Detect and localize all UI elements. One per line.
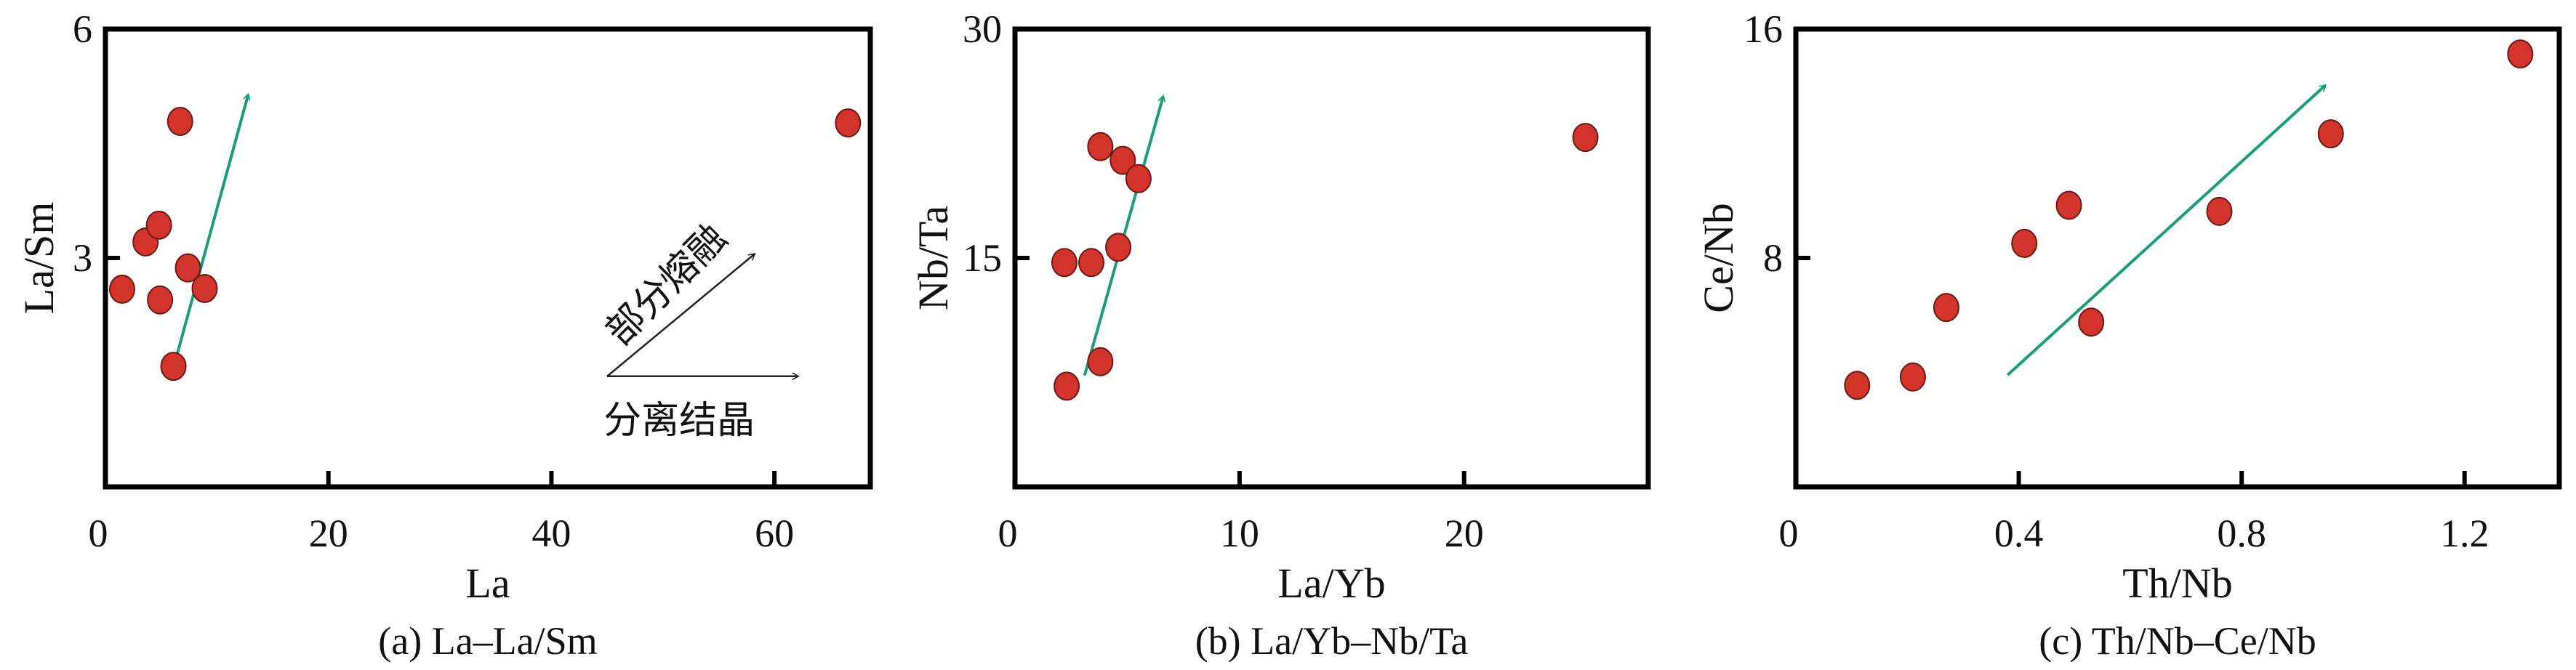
data-point: [2011, 228, 2038, 258]
data-point: [1125, 164, 1152, 193]
data-point: [2055, 190, 2082, 220]
data-point: [174, 253, 201, 283]
x-tick-label: 20: [1445, 512, 1484, 555]
data-point: [1110, 145, 1136, 175]
x-axis-label: La: [465, 560, 510, 607]
x-axis-label: Th/Nb: [2122, 560, 2232, 607]
x-tick-label: 10: [1220, 512, 1259, 555]
y-tick-label: 16: [1744, 7, 1783, 51]
data-point: [160, 352, 187, 382]
data-point: [1899, 362, 1926, 392]
data-point: [835, 108, 862, 138]
partial-melting-label: 部分熔融: [598, 216, 736, 354]
plot-frame: [1793, 26, 2562, 490]
x-tick-label: 0: [89, 512, 108, 555]
panel-caption: (c) Th/Nb–Ce/Nb: [2039, 619, 2316, 663]
panel-caption: (b) La/Yb–Nb/Ta: [1195, 619, 1469, 663]
data-point: [1087, 347, 1114, 376]
x-tick-label: 0: [998, 512, 1018, 555]
data-point: [2507, 39, 2534, 69]
trend-arrow: [175, 94, 248, 356]
data-point: [166, 107, 193, 137]
x-tick-label: 0.8: [2217, 512, 2266, 555]
data-point: [1933, 293, 1959, 323]
data-point: [1105, 233, 1132, 262]
y-tick-label: 15: [963, 236, 1002, 280]
panel-caption: (a) La–La/Sm: [378, 619, 597, 663]
fractional-crystallization-label: 分离结晶: [603, 399, 755, 443]
y-axis-label: La/Sm: [15, 202, 63, 315]
y-tick-label: 8: [1763, 236, 1783, 280]
trend-arrow: [2006, 86, 2325, 376]
x-tick-label: 60: [755, 512, 794, 555]
data-point: [191, 274, 218, 303]
partial-melting-arrow: [606, 254, 754, 377]
data-point: [1054, 371, 1080, 401]
y-tick-label: 30: [963, 7, 1002, 51]
x-tick-label: 20: [309, 512, 348, 555]
data-point: [2078, 307, 2105, 337]
data-point: [1844, 371, 1871, 400]
y-axis-label: Ce/Nb: [1695, 203, 1742, 312]
data-point: [1078, 248, 1105, 278]
x-tick-label: 1.2: [2440, 512, 2489, 555]
y-tick-label: 6: [73, 7, 92, 51]
data-point: [1087, 132, 1114, 161]
x-tick-label: 0.4: [1994, 512, 2044, 555]
x-tick-label: 40: [531, 512, 571, 555]
data-point: [2317, 119, 2344, 149]
x-axis-label: La/Yb: [1277, 560, 1385, 607]
y-axis-label: Nb/Ta: [910, 206, 957, 310]
data-point: [109, 275, 136, 304]
data-point: [1572, 123, 1599, 153]
y-tick-label: 3: [73, 236, 92, 280]
x-tick-label: 0: [1779, 512, 1799, 555]
data-point: [147, 285, 174, 315]
plot-frame: [103, 26, 873, 490]
data-point: [145, 210, 172, 240]
data-point: [2206, 196, 2233, 226]
data-point: [1051, 248, 1078, 278]
